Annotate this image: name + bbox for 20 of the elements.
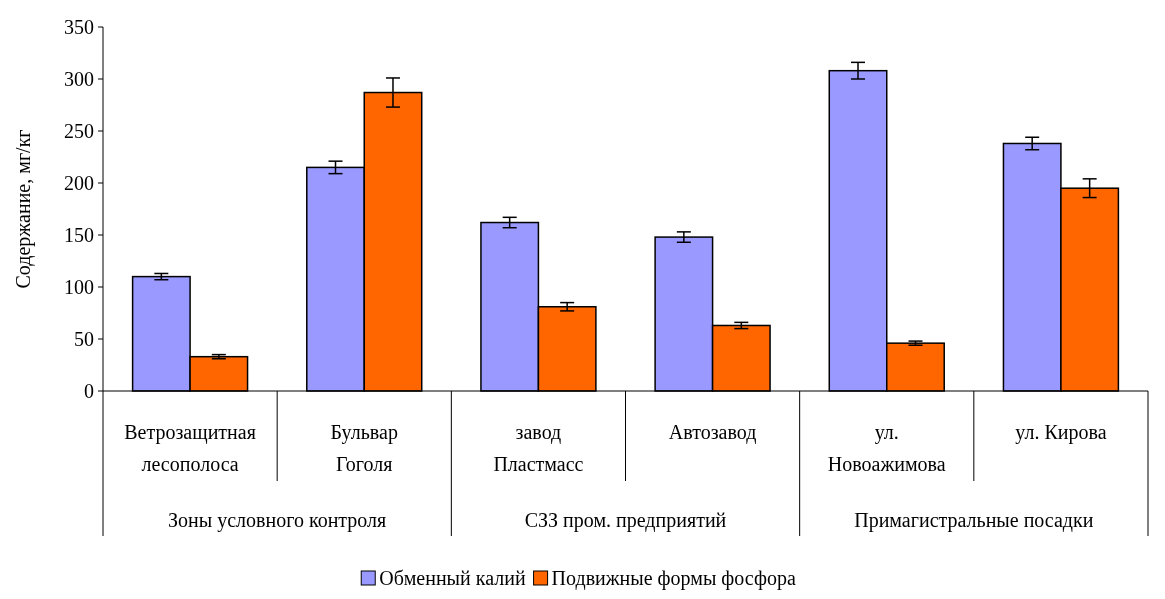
- y-tick-label: 250: [64, 120, 94, 142]
- y-tick-label: 200: [64, 172, 94, 194]
- y-tick-label: 350: [64, 16, 94, 38]
- x-tick-label: завод Пластмасс: [493, 421, 584, 475]
- x-tick-label: Ветрозащитная лесополоса: [124, 421, 256, 475]
- text: СЗЗ пром. предприятий: [524, 509, 727, 532]
- x-tick-label: Автозавод: [668, 421, 757, 444]
- x-tick-label: Бульвар Гоголя: [330, 421, 398, 475]
- x-tick-label: ул. Кирова: [1015, 421, 1107, 444]
- y-tick-label: 0: [84, 380, 94, 402]
- text: Примагистральные посадки: [854, 509, 1094, 532]
- y-tick-label: 150: [64, 224, 94, 246]
- legend-label: Обменный калий: [379, 567, 526, 589]
- y-tick-label: 100: [64, 276, 94, 298]
- y-tick-label: 50: [74, 328, 94, 350]
- x-tick-label: ул. Новоажимова: [827, 421, 946, 475]
- y-tick-label: 300: [64, 68, 94, 90]
- text: Зоны условного контроля: [168, 509, 387, 532]
- legend-label: Подвижные формы фосфора: [551, 567, 796, 590]
- y-axis-title: Содержание, мг/кг: [12, 129, 35, 289]
